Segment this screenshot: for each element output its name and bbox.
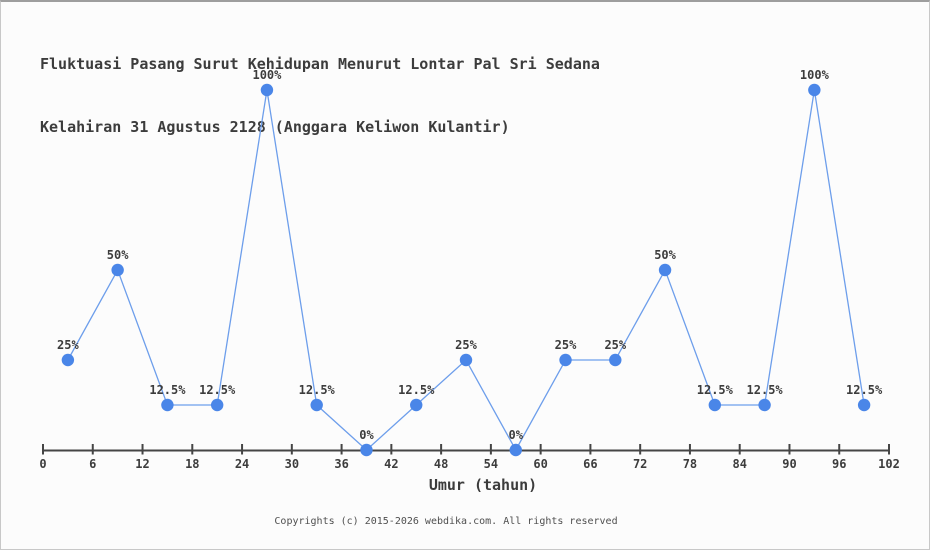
data-point [459,353,473,367]
data-point [260,83,274,97]
data-point-label: 0% [359,428,374,442]
x-axis-tick-label: 78 [683,457,697,471]
x-axis-tick-label: 66 [583,457,597,471]
x-axis-tick-label: 30 [285,457,299,471]
x-axis-tick-label: 6 [89,457,96,471]
chart-title-line2: Kelahiran 31 Agustus 2128 (Anggara Keliw… [40,118,510,136]
data-point-label: 50% [654,248,676,262]
data-point [61,353,75,367]
data-point-label: 0% [509,428,524,442]
data-point-label: 100% [800,68,830,82]
data-point-label: 25% [57,338,79,352]
data-point [609,353,622,367]
x-axis-tick-label: 24 [235,457,249,471]
x-axis-label: Umur (tahun) [428,476,538,494]
data-point-label: 25% [455,338,477,352]
data-point [708,398,722,412]
data-point-label: 12.5% [199,383,236,397]
data-point-label: 12.5% [149,383,186,397]
x-axis-tick-label: 0 [39,457,46,471]
data-point [111,263,124,277]
data-point [210,398,224,412]
data-point-label: 25% [555,338,577,352]
data-point [857,398,871,412]
data-point [559,353,572,367]
x-axis-tick-label: 90 [782,457,796,471]
x-axis-tick-label: 84 [732,457,746,471]
data-point-label: 12.5% [398,383,435,397]
x-axis-tick-label: 18 [185,457,199,471]
x-axis-tick-label: 12 [135,457,149,471]
chart-title-line1: Fluktuasi Pasang Surut Kehidupan Menurut… [40,55,600,73]
x-axis-tick-label: 96 [832,457,846,471]
data-point-label: 25% [604,338,626,352]
chart-title: Fluktuasi Pasang Surut Kehidupan Menurut… [40,12,600,180]
data-point [410,398,423,412]
x-axis-tick-label: 54 [484,457,498,471]
data-point-label: 100% [252,68,282,82]
data-point [808,83,821,97]
data-line [67,89,865,452]
data-point-label: 12.5% [747,383,784,397]
copyright-text: Copyrights (c) 2015-2026 webdika.com. Al… [274,516,618,527]
data-point [658,263,672,277]
x-axis-tick-label: 72 [633,457,647,471]
data-point-label: 12.5% [697,383,734,397]
data-point [758,398,771,412]
data-point [360,443,373,457]
x-axis-tick-label: 42 [384,457,398,471]
data-point [161,398,174,412]
x-axis-tick-label: 36 [334,457,348,471]
data-point-label: 12.5% [299,383,336,397]
x-axis-tick-label: 60 [533,457,547,471]
data-point [509,443,522,457]
data-point-label: 12.5% [846,383,883,397]
x-axis-tick-label: 48 [434,457,448,471]
data-point-label: 50% [107,248,129,262]
x-axis-tick-label: 102 [878,457,900,471]
data-point [310,398,323,412]
